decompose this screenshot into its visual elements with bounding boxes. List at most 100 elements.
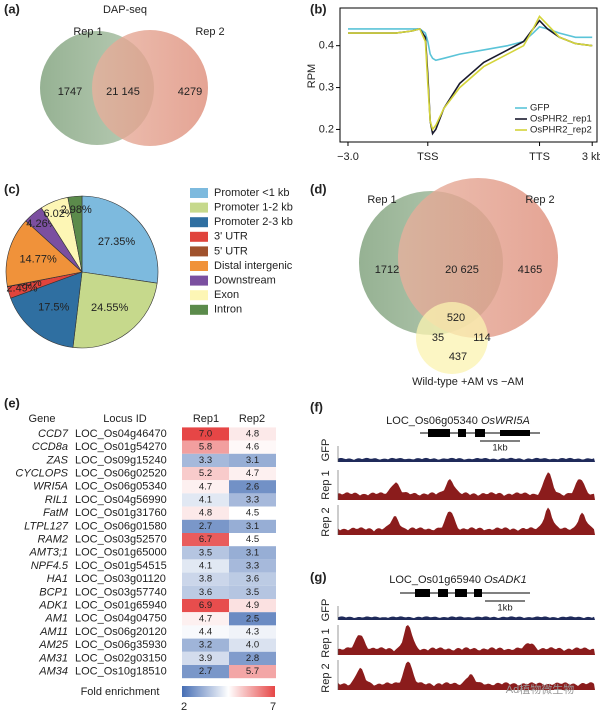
cell-value: 2.5 bbox=[246, 613, 259, 624]
gene-name: AM11 bbox=[39, 626, 68, 638]
heat-cell bbox=[229, 467, 276, 481]
locus-id: LOC_Os01g65000 bbox=[75, 547, 167, 559]
heat-cell bbox=[182, 506, 229, 520]
slice-label: 14.77% bbox=[19, 254, 57, 266]
panel-label: (g) bbox=[310, 569, 327, 584]
cell-value: 4.6 bbox=[246, 442, 259, 453]
locus-id: LOC_Os06g01580 bbox=[75, 520, 167, 532]
exon bbox=[428, 429, 450, 437]
panel-label: (e) bbox=[4, 395, 20, 410]
track-label: Rep 1 bbox=[320, 628, 332, 657]
gene-name: AM1 bbox=[44, 613, 68, 625]
cell-value: 3.6 bbox=[246, 574, 259, 585]
scale-label: 1kb bbox=[492, 443, 507, 454]
heat-cell bbox=[182, 440, 229, 454]
cell-value: 3.6 bbox=[199, 587, 212, 598]
pie-slice bbox=[5, 220, 83, 287]
locus: LOC_Os01g65940 bbox=[389, 574, 481, 586]
heat-cell bbox=[182, 638, 229, 652]
venn-circle bbox=[416, 302, 488, 374]
cell-value: 5.2 bbox=[199, 468, 212, 479]
venn-title: DAP-seq bbox=[103, 4, 147, 16]
legend-swatch bbox=[190, 188, 208, 198]
coverage-track bbox=[338, 507, 595, 535]
cell-value: 4.5 bbox=[246, 534, 259, 545]
track-label: Rep 2 bbox=[320, 663, 332, 692]
heat-cell bbox=[182, 612, 229, 626]
cell-value: 5.8 bbox=[199, 442, 212, 453]
locus-id: LOC_Os01g54270 bbox=[75, 441, 167, 453]
panel-a: (a) DAP-seq Rep 1 Rep 2 1747 21 145 4279 bbox=[4, 1, 225, 146]
cell-value: 3.1 bbox=[246, 547, 259, 558]
slice-label: 6.02% bbox=[43, 208, 74, 220]
series-line bbox=[348, 15, 593, 132]
cell-value: 7.0 bbox=[199, 429, 212, 440]
exon bbox=[455, 589, 467, 597]
slice-label: 2.98% bbox=[61, 204, 92, 216]
set-label: Rep 1 bbox=[367, 194, 396, 206]
legend-label: OsPHR2_rep1 bbox=[530, 114, 592, 125]
gene-name: AMT3;1 bbox=[28, 547, 68, 559]
legend-swatch bbox=[190, 246, 208, 257]
x-tick-label: TTS bbox=[529, 151, 550, 163]
cell-value: 4.5 bbox=[246, 508, 259, 519]
heat-cell bbox=[229, 480, 276, 494]
locus-id: LOC_Os03g57740 bbox=[75, 586, 167, 598]
heat-cell bbox=[182, 453, 229, 467]
cell-value: 4.3 bbox=[246, 627, 259, 638]
legend-swatch bbox=[190, 217, 208, 228]
heat-cell bbox=[229, 519, 276, 533]
cell-value: 3.1 bbox=[246, 455, 259, 466]
heat-cell bbox=[229, 440, 276, 454]
cell-value: 4.0 bbox=[246, 640, 259, 651]
cell-value: 3.8 bbox=[199, 574, 212, 585]
heat-cell bbox=[229, 559, 276, 573]
cell-value: 2.6 bbox=[246, 481, 259, 492]
exon bbox=[500, 430, 530, 436]
cell-value: 2.7 bbox=[199, 666, 212, 677]
cell-value: 4.7 bbox=[199, 481, 212, 492]
colorbar-tick: 2 bbox=[181, 701, 187, 713]
gene-name: AM31 bbox=[38, 652, 68, 664]
colorbar-tick: 7 bbox=[270, 701, 276, 713]
heat-cell bbox=[229, 506, 276, 520]
colorbar-label: Fold enrichment bbox=[81, 686, 160, 698]
track-label: Rep 2 bbox=[320, 507, 332, 536]
coverage-track bbox=[338, 616, 595, 620]
panel-d: (d) Rep 1 Rep 2 1712 20 625 4165 520 35 … bbox=[310, 178, 558, 388]
cell-value: 3.5 bbox=[246, 587, 259, 598]
locus-id: LOC_Os02g03150 bbox=[75, 652, 167, 664]
panel-e: (e) Gene Locus ID Rep1 Rep2 Fold enrichm… bbox=[4, 395, 276, 712]
legend-swatch bbox=[190, 290, 208, 301]
watermark: Ad植物微生物 bbox=[506, 682, 574, 696]
locus-id: LOC_Os03g01120 bbox=[75, 573, 166, 585]
gene-name: CYCLOPS bbox=[15, 468, 68, 480]
legend-label: OsPHR2_rep2 bbox=[530, 125, 592, 136]
heat-cell bbox=[182, 665, 229, 679]
legend-swatch bbox=[190, 275, 208, 286]
cell-value: 3.5 bbox=[199, 547, 212, 558]
count: 114 bbox=[473, 332, 491, 344]
heat-cell bbox=[229, 625, 276, 639]
cell-value: 3.1 bbox=[246, 521, 259, 532]
gene-name: RIL1 bbox=[45, 494, 68, 506]
cell-value: 2.8 bbox=[246, 653, 259, 664]
track-label: Rep 1 bbox=[320, 470, 332, 499]
set-label: Rep 2 bbox=[195, 26, 224, 38]
heat-cell bbox=[229, 665, 276, 679]
cell-value: 4.1 bbox=[199, 495, 212, 506]
heat-cell bbox=[182, 493, 229, 507]
legend-label: Exon bbox=[214, 289, 239, 301]
count: 20 625 bbox=[445, 264, 479, 276]
panel-label: (f) bbox=[310, 399, 323, 414]
column-header: Locus ID bbox=[103, 413, 146, 425]
heat-cell bbox=[182, 625, 229, 639]
heat-cell bbox=[182, 651, 229, 665]
heat-cell bbox=[229, 453, 276, 467]
legend-swatch bbox=[190, 202, 208, 213]
cell-value: 4.7 bbox=[246, 468, 259, 479]
heat-cell bbox=[229, 427, 276, 441]
heat-cell bbox=[229, 546, 276, 560]
heat-cell bbox=[182, 585, 229, 599]
scale-label: 1kb bbox=[497, 603, 512, 614]
